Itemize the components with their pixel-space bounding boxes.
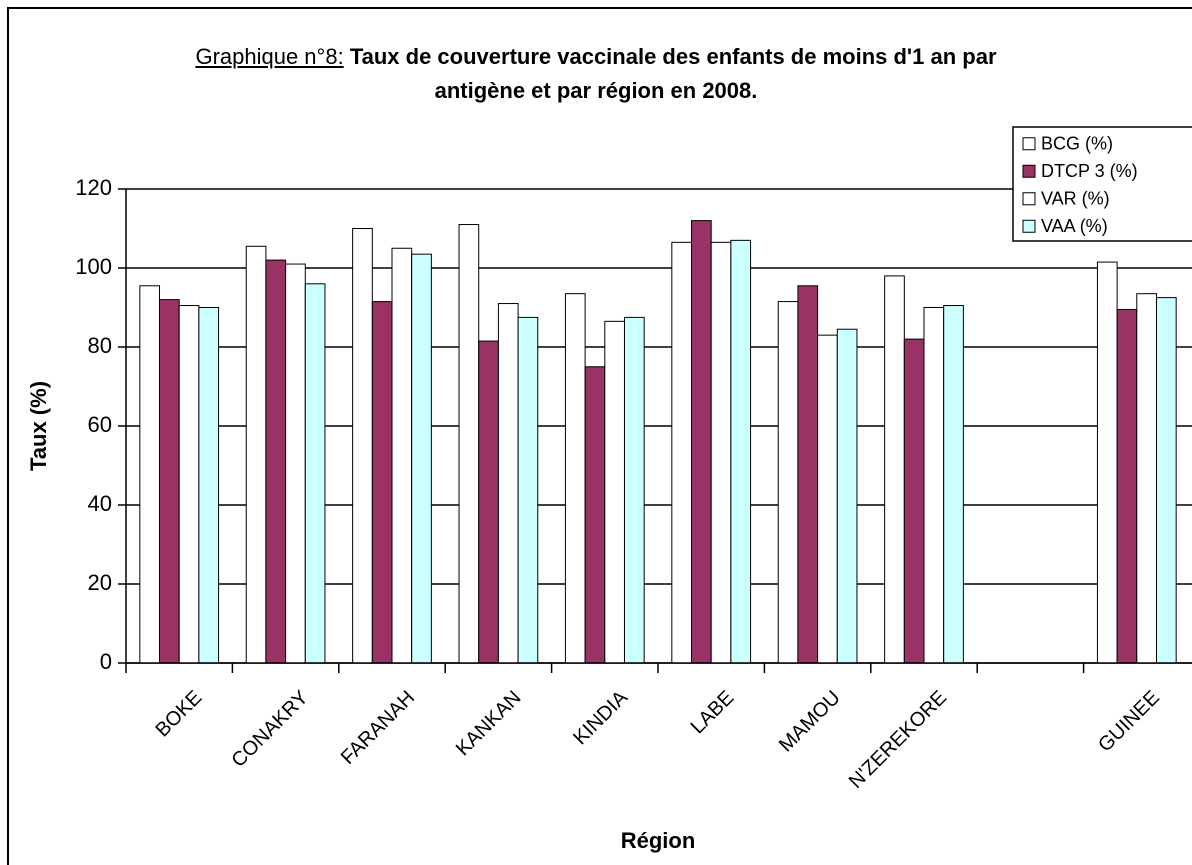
bar: [371, 301, 393, 664]
bar: [1096, 261, 1118, 664]
bar: [517, 316, 539, 664]
bar: [691, 220, 712, 664]
y-tick-label: 40: [88, 491, 112, 516]
bar: [159, 299, 180, 664]
bar: [903, 338, 925, 664]
bar: [411, 253, 432, 664]
y-tick-label: 100: [75, 254, 112, 279]
bar: [304, 283, 326, 664]
bar: [1155, 297, 1177, 664]
legend-swatch: [1022, 219, 1036, 233]
chart-title: Graphique n°8: Taux de couverture vaccin…: [160, 40, 1032, 108]
bar: [564, 293, 586, 664]
bar: [1136, 293, 1157, 664]
bar: [943, 305, 964, 664]
x-axis-label: Région: [621, 828, 696, 853]
bar: [623, 316, 645, 664]
legend-swatch: [1022, 192, 1036, 206]
bar: [1116, 308, 1138, 664]
bar: [604, 320, 625, 664]
bar: [730, 239, 752, 664]
bar: [198, 307, 220, 664]
bar: [265, 259, 287, 664]
y-tick-label: 0: [100, 649, 112, 674]
bar: [478, 340, 499, 664]
y-axis-label: Taux (%): [26, 381, 51, 471]
y-tick-label: 80: [88, 333, 112, 358]
bar: [584, 366, 606, 664]
legend-swatch: [1022, 164, 1036, 178]
legend-label: VAA (%): [1041, 216, 1108, 236]
legend-label: DTCP 3 (%): [1041, 161, 1138, 181]
bar: [884, 275, 905, 664]
legend-box: [1012, 126, 1192, 242]
bar: [817, 334, 838, 664]
bar: [285, 263, 306, 664]
y-tick-label: 120: [75, 175, 112, 200]
legend-swatch: [1022, 137, 1036, 151]
bar: [836, 328, 858, 664]
bar: [710, 241, 732, 664]
bar: [671, 241, 693, 664]
bar: [352, 228, 373, 664]
bar: [178, 305, 200, 664]
bar: [245, 245, 267, 664]
bar: [139, 285, 161, 664]
y-tick-label: 60: [88, 412, 112, 437]
title-label: Graphique n°8:: [195, 44, 344, 69]
bar: [497, 303, 519, 664]
bar: [797, 285, 819, 664]
legend-label: VAR (%): [1041, 189, 1110, 209]
bar: [777, 301, 799, 664]
legend-label: BCG (%): [1041, 134, 1113, 154]
title-text: Taux de couverture vaccinale des enfants…: [349, 44, 997, 103]
y-tick-label: 20: [88, 570, 112, 595]
bar: [391, 247, 413, 664]
bar: [923, 307, 945, 664]
bar: [458, 224, 480, 664]
